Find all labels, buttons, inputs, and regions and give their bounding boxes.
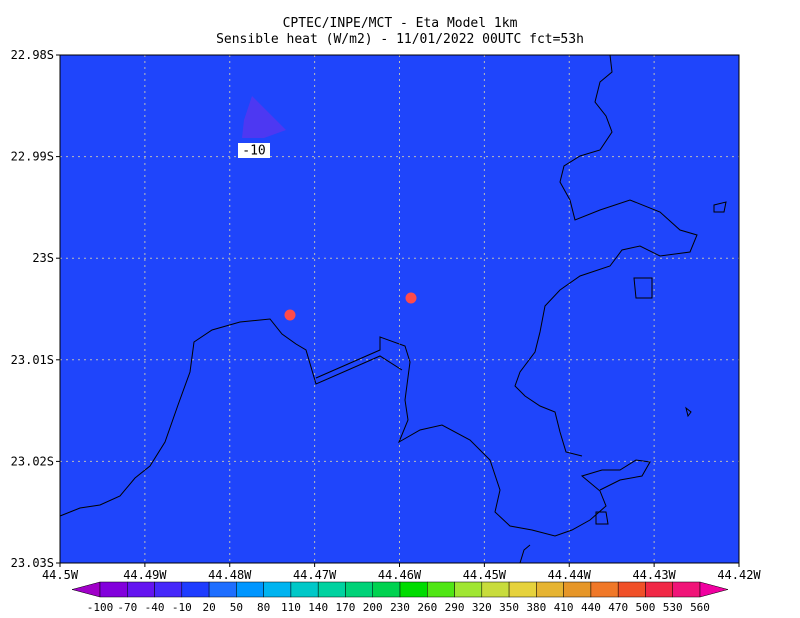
lat-tick-label: 23.03S — [11, 556, 54, 570]
colorbar-label: 110 — [281, 601, 301, 614]
lon-tick-label: 44.48W — [208, 568, 252, 582]
colorbar-label: 140 — [308, 601, 328, 614]
colorbar-triangle — [71, 581, 101, 598]
colorbar-box — [590, 581, 619, 598]
colorbar-label: 530 — [663, 601, 683, 614]
colorbar-label: 380 — [526, 601, 546, 614]
grid — [60, 55, 739, 563]
colorbar-box — [508, 581, 537, 598]
contour-label: -10 — [242, 144, 265, 159]
colorbar-box — [536, 581, 564, 598]
colorbar-box — [563, 581, 592, 598]
colorbar-box — [345, 581, 373, 598]
colorbar-label: 20 — [202, 601, 215, 614]
station-marker — [405, 292, 417, 304]
colorbar-box — [127, 581, 155, 598]
colorbar-label: 410 — [554, 601, 574, 614]
colorbar-label: -100 — [87, 601, 114, 614]
lat-tick-label: 22.99S — [11, 150, 54, 164]
colorbar-box — [290, 581, 319, 598]
colorbar-box — [208, 581, 237, 598]
subtitle: Sensible heat (W/m2) - 11/01/2022 00UTC … — [216, 32, 584, 47]
colorbar-label: -10 — [172, 601, 192, 614]
colorbar-box — [399, 581, 428, 598]
colorbar-label: 290 — [445, 601, 465, 614]
lat-tick-label: 23S — [32, 251, 54, 265]
colorbar-label: 560 — [690, 601, 710, 614]
colorbar-label: 320 — [472, 601, 492, 614]
colorbar-label: -70 — [117, 601, 137, 614]
colorbar-box — [617, 581, 646, 598]
colorbar-box — [317, 581, 346, 598]
colorbar-box — [645, 581, 673, 598]
colorbar-label: 50 — [230, 601, 243, 614]
lon-tick-label: 44.49W — [123, 568, 167, 582]
colorbar-label: 80 — [257, 601, 270, 614]
lat-tick-label: 23.02S — [11, 454, 54, 468]
contour-label-box — [238, 143, 270, 158]
lat-tick-label: 23.01S — [11, 353, 54, 367]
colorbar-label: 470 — [608, 601, 628, 614]
lon-tick-label: 44.43W — [632, 568, 676, 582]
colorbar-box — [263, 581, 292, 598]
colorbar-label: 440 — [581, 601, 601, 614]
colorbar-label: 230 — [390, 601, 410, 614]
colorbar-box — [427, 581, 455, 598]
colorbar: -100 -70 -40 -10 20 50 80 110 140 170 200 230 260 290… — [71, 581, 729, 614]
colorbar-box — [481, 581, 510, 598]
colorbar-box — [454, 581, 483, 598]
colorbar-label: 350 — [499, 601, 519, 614]
colorbar-label: -40 — [145, 601, 165, 614]
colorbar-label: 260 — [417, 601, 437, 614]
lon-tick-label: 44.44W — [548, 568, 592, 582]
colorbar-box — [154, 581, 183, 598]
colorbar-box — [181, 581, 210, 598]
lat-tick-label: 22.98S — [11, 48, 54, 62]
lon-tick-label: 44.45W — [463, 568, 507, 582]
station-marker — [284, 309, 296, 321]
colorbar-box — [672, 581, 701, 598]
lon-tick-label: 44.42W — [717, 568, 761, 582]
lon-tick-label: 44.46W — [378, 568, 422, 582]
coastline — [59, 54, 727, 564]
colorbar-label: 170 — [336, 601, 356, 614]
colorbar-triangle — [699, 581, 729, 598]
colorbar-box — [99, 581, 128, 598]
colorbar-box — [372, 581, 401, 598]
colorbar-label: 200 — [363, 601, 383, 614]
colorbar-box — [236, 581, 264, 598]
contour-region — [242, 96, 286, 138]
lon-tick-label: 44.5W — [42, 568, 79, 582]
lon-tick-label: 44.47W — [293, 568, 337, 582]
title: CPTEC/INPE/MCT - Eta Model 1km — [283, 16, 518, 31]
colorbar-label: 500 — [636, 601, 656, 614]
